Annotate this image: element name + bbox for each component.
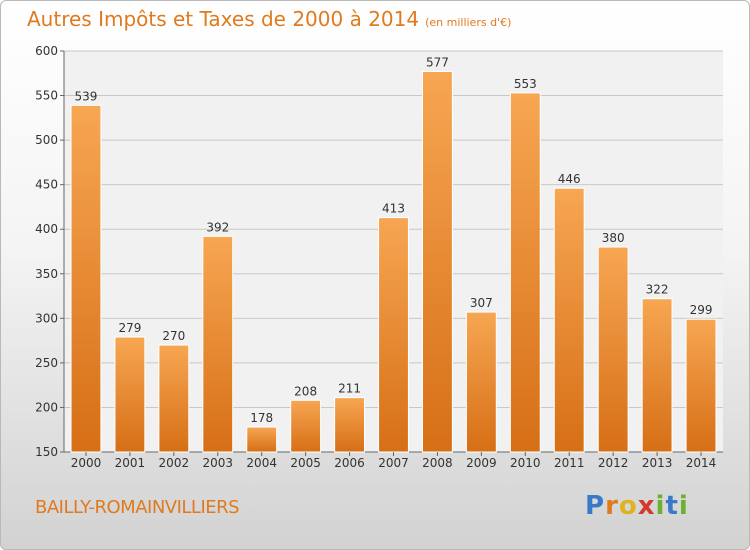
logo-letter: r — [605, 491, 619, 521]
y-tick-label: 350 — [35, 267, 58, 281]
x-tick-label: 2007 — [378, 456, 409, 470]
bar-value-label: 577 — [426, 55, 449, 69]
bar-value-label: 178 — [250, 411, 273, 425]
bar-value-label: 553 — [514, 77, 537, 91]
bar-value-label: 211 — [338, 382, 361, 396]
y-tick-label: 250 — [35, 356, 58, 370]
chart-subtitle: (en milliers d'€) — [425, 16, 512, 29]
chart-title: Autres Impôts et Taxes de 2000 à 2014 (en… — [27, 7, 511, 31]
place-name: BAILLY-ROMAINVILLIERS — [35, 497, 240, 518]
bar — [378, 217, 409, 453]
bar — [685, 318, 717, 453]
bar-value-label: 307 — [470, 296, 493, 310]
bar — [114, 336, 146, 453]
bar — [421, 70, 453, 453]
bar-value-label: 380 — [602, 231, 625, 245]
bar — [597, 246, 629, 453]
bar-value-label: 279 — [118, 321, 141, 335]
bar-value-label: 270 — [162, 329, 185, 343]
bar-value-label: 299 — [690, 303, 713, 317]
x-tick-label: 2005 — [290, 456, 321, 470]
x-tick-label: 2011 — [554, 456, 585, 470]
x-tick-label: 2001 — [115, 456, 146, 470]
x-tick-label: 2013 — [642, 456, 673, 470]
bar — [202, 235, 234, 453]
chart-title-text: Autres Impôts et Taxes de 2000 à 2014 — [27, 7, 420, 31]
logo-letter: P — [585, 491, 606, 521]
y-tick-label: 400 — [35, 222, 58, 236]
y-tick-label: 500 — [35, 133, 58, 147]
logo-letter: x — [637, 491, 656, 521]
bar — [158, 344, 190, 453]
logo-letter: t — [665, 491, 679, 521]
bar — [465, 311, 497, 453]
x-tick-label: 2000 — [71, 456, 102, 470]
bar-value-label: 539 — [75, 89, 98, 103]
bar-value-label: 413 — [382, 202, 405, 216]
logo-letter: o — [618, 491, 638, 521]
proxiti-logo: Proxiti — [585, 491, 689, 521]
x-tick-label: 2006 — [334, 456, 365, 470]
x-tick-label: 2012 — [598, 456, 629, 470]
bar — [641, 298, 673, 453]
x-tick-label: 2010 — [510, 456, 541, 470]
bar-value-label: 392 — [206, 220, 229, 234]
x-tick-label: 2014 — [686, 456, 717, 470]
bar — [290, 399, 322, 453]
y-tick-label: 200 — [35, 400, 58, 414]
y-tick-label: 450 — [35, 178, 58, 192]
y-tick-label: 600 — [35, 44, 58, 58]
bar-value-label: 208 — [294, 384, 317, 398]
bar — [509, 92, 541, 453]
y-tick-label: 150 — [35, 445, 58, 459]
x-tick-label: 2004 — [246, 456, 277, 470]
x-tick-label: 2003 — [202, 456, 233, 470]
bar — [553, 187, 585, 453]
bar — [334, 397, 366, 453]
bar — [70, 104, 102, 453]
logo-letter: i — [655, 491, 666, 521]
bar-value-label: 446 — [558, 172, 581, 186]
y-tick-label: 550 — [35, 89, 58, 103]
x-tick-label: 2008 — [422, 456, 453, 470]
y-tick-label: 300 — [35, 311, 58, 325]
x-tick-label: 2002 — [159, 456, 190, 470]
bar-value-label: 322 — [646, 283, 669, 297]
bar — [246, 426, 278, 453]
x-tick-label: 2009 — [466, 456, 497, 470]
logo-letter: i — [678, 491, 689, 521]
